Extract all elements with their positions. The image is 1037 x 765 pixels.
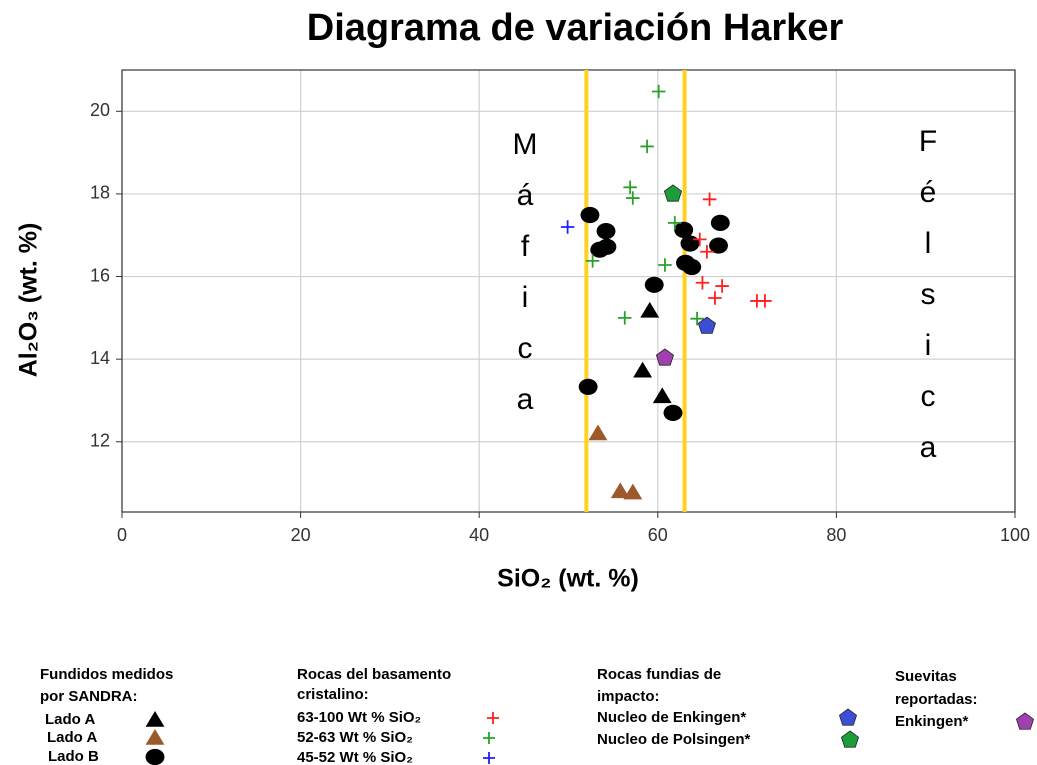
point [623, 483, 643, 500]
point [663, 404, 683, 421]
legend-marker [1015, 712, 1035, 730]
x-tick-label: 60 [648, 525, 668, 545]
chart-title: Diagrama de variación Harker [307, 7, 844, 49]
y-tick-label: 18 [90, 183, 110, 203]
point [680, 235, 700, 252]
annotation-letter: l [925, 227, 932, 260]
point [663, 184, 683, 202]
point [585, 254, 600, 268]
plot-background [122, 70, 1015, 512]
legend-label: Enkingen* [895, 713, 969, 730]
point [758, 294, 772, 308]
legend-marker [483, 732, 495, 744]
legend-label: Nucleo de Polsingen* [597, 731, 751, 748]
point [690, 311, 704, 326]
legend-marker [145, 729, 165, 745]
legend-marker [838, 708, 858, 726]
point [674, 221, 694, 238]
point [693, 232, 707, 247]
y-tick-label: 20 [90, 100, 110, 120]
point [623, 180, 637, 195]
point [640, 301, 660, 318]
legend-label: 45-52 Wt % SiO₂ [297, 749, 413, 765]
point [702, 192, 717, 207]
annotation-letter: i [925, 329, 932, 362]
point [560, 220, 575, 234]
annotation-letter: i [522, 281, 529, 314]
legend-heading: Rocas del basamento [297, 666, 451, 683]
legend-marker [840, 730, 860, 748]
legend-heading: cristalino: [297, 686, 369, 703]
x-tick-label: 20 [291, 525, 311, 545]
legend-label: Lado B [48, 748, 99, 765]
legend-heading: Fundidos medidos [40, 666, 173, 683]
annotation-letter: F [919, 125, 937, 158]
y-tick-label: 12 [90, 431, 110, 451]
annotation-letter: f [521, 230, 530, 263]
legend-label: Lado A [45, 711, 95, 728]
point [652, 387, 672, 404]
point [578, 378, 598, 395]
y-tick-label: 16 [90, 265, 110, 285]
legend-label: Lado A [47, 729, 97, 746]
annotation-letter: M [513, 128, 538, 161]
x-tick-label: 0 [117, 525, 127, 545]
legend-label: 52-63 Wt % SiO₂ [297, 729, 413, 746]
y-tick-label: 14 [90, 348, 110, 368]
y-axis-label: Al₂O₃ (wt. %) [15, 223, 43, 378]
point [580, 206, 600, 224]
annotation-letter: á [517, 179, 534, 212]
point [597, 238, 617, 255]
point [618, 311, 632, 325]
point [633, 361, 653, 378]
point [588, 424, 608, 441]
legend-heading: reportadas: [895, 691, 978, 708]
legend-label: Nucleo de Enkingen* [597, 709, 746, 726]
point [668, 216, 682, 230]
legend-heading: por SANDRA: [40, 688, 138, 705]
point [651, 84, 666, 99]
point [709, 237, 728, 254]
legend-label: 63-100 Wt % SiO₂ [297, 709, 421, 726]
x-tick-label: 100 [1000, 525, 1030, 545]
annotation-letter: s [921, 278, 936, 311]
point [682, 258, 702, 276]
legend-heading: impacto: [597, 688, 660, 705]
legend-marker [487, 712, 499, 724]
x-tick-label: 40 [469, 525, 489, 545]
legend-marker [145, 748, 165, 765]
legend-marker [145, 711, 165, 727]
point [710, 214, 730, 231]
annotation-letter: a [517, 383, 534, 416]
point [697, 316, 716, 334]
point [658, 258, 672, 272]
point [695, 275, 710, 290]
legend-heading: Suevitas [895, 668, 957, 685]
point [708, 291, 722, 305]
annotation-letter: é [920, 176, 937, 209]
annotation-letter: c [518, 332, 533, 365]
annotation-letter: c [921, 380, 936, 413]
annotation-letter: a [920, 431, 937, 464]
point [700, 245, 714, 259]
legend-marker [483, 752, 495, 764]
point [644, 276, 664, 293]
point [655, 348, 674, 366]
point [715, 279, 729, 293]
legend-heading: Rocas fundias de [597, 666, 721, 683]
point [596, 223, 616, 240]
point [640, 139, 654, 154]
point [610, 482, 630, 499]
plot-frame [121, 69, 1016, 513]
point [626, 191, 640, 205]
x-axis-label: SiO₂ (wt. %) [497, 565, 639, 593]
x-tick-label: 80 [826, 525, 846, 545]
